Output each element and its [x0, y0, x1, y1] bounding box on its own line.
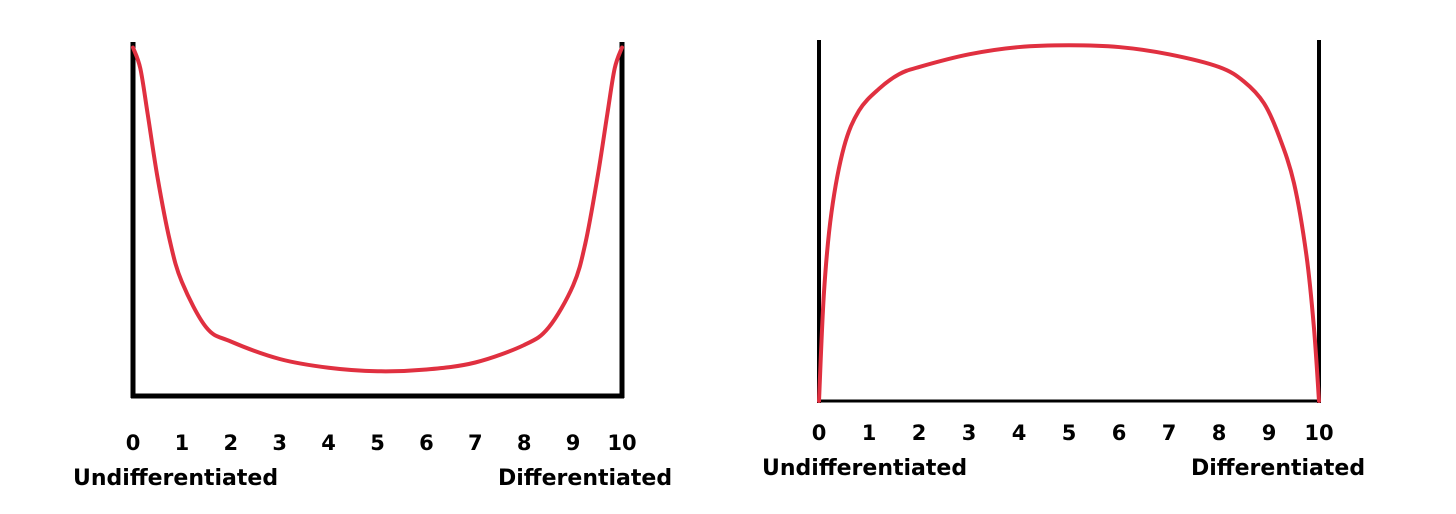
- x-tick-label-0: 0: [126, 431, 141, 455]
- x-tick-label-2: 2: [223, 431, 238, 455]
- x-tick-label-5: 5: [1062, 421, 1077, 445]
- x-tick-labels: 0 1 2 3 4 5 6 7 8 9 10: [812, 421, 1334, 445]
- x-tick-labels: 0 1 2 3 4 5 6 7 8 9 10: [126, 431, 637, 455]
- undifferentiated-label: Undifferentiated: [762, 456, 967, 481]
- x-tick-label-3: 3: [962, 421, 977, 445]
- x-tick-label-9: 9: [1262, 421, 1277, 445]
- x-tick-label-10: 10: [1304, 421, 1333, 445]
- x-tick-label-1: 1: [175, 431, 190, 455]
- x-tick-label-8: 8: [517, 431, 532, 455]
- x-tick-label-7: 7: [1162, 421, 1177, 445]
- x-tick-label-4: 4: [1012, 421, 1027, 445]
- chart-right: 0 1 2 3 4 5 6 7 8 9 10 Undifferentiated Differenti…: [762, 40, 1365, 481]
- x-tick-label-3: 3: [272, 431, 287, 455]
- x-tick-label-1: 1: [862, 421, 877, 445]
- distribution-curve: [817, 43, 1321, 403]
- differentiated-label: Differentiated: [1191, 456, 1365, 481]
- x-tick-label-4: 4: [321, 431, 336, 455]
- x-tick-label-6: 6: [419, 431, 434, 455]
- chart-left: 0 1 2 3 4 5 6 7 8 9 10 Undifferentiated Differenti…: [73, 42, 672, 491]
- x-tick-label-10: 10: [607, 431, 636, 455]
- x-tick-label-5: 5: [370, 431, 385, 455]
- x-tick-label-9: 9: [566, 431, 581, 455]
- differentiated-label: Differentiated: [498, 466, 672, 491]
- x-tick-label-7: 7: [468, 431, 483, 455]
- x-tick-label-6: 6: [1112, 421, 1127, 445]
- x-tick-label-0: 0: [812, 421, 827, 445]
- distribution-curve: [131, 45, 624, 374]
- undifferentiated-label: Undifferentiated: [73, 466, 278, 491]
- x-tick-label-8: 8: [1212, 421, 1227, 445]
- x-tick-label-2: 2: [912, 421, 927, 445]
